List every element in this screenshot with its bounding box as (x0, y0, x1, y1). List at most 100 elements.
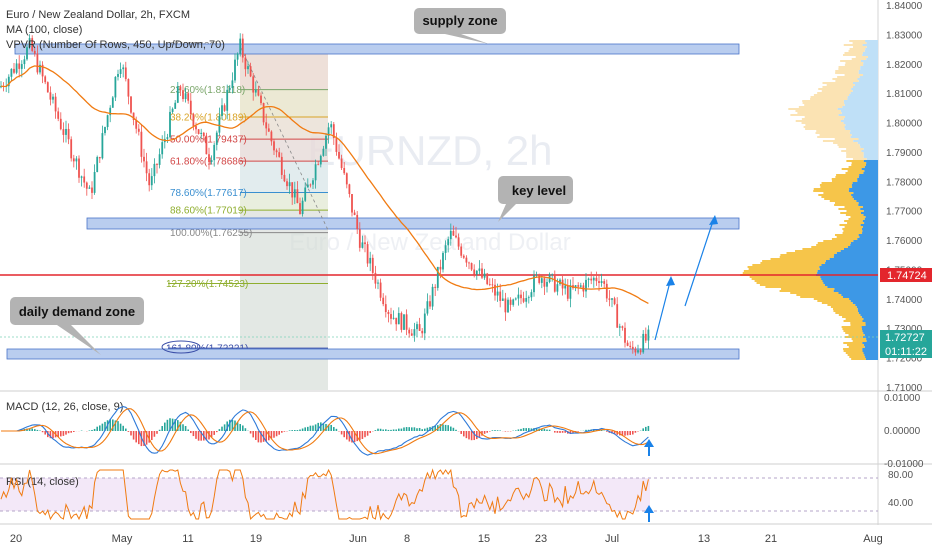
macd-bar (315, 424, 317, 431)
candle-body (546, 282, 548, 287)
legend-symbol: Euro / New Zealand Dollar, 2h, FXCM (6, 9, 190, 21)
macd-bar (466, 431, 468, 438)
vpvr-bar-down (859, 202, 878, 204)
candle-body (141, 132, 143, 157)
vpvr-bar-down (860, 144, 878, 146)
macd-title: MACD (12, 26, close, 9) (6, 401, 123, 413)
candle-body (50, 92, 52, 99)
vpvr-bar-up (846, 160, 863, 162)
fib-band (240, 193, 328, 211)
last-price-text: 1.72727 (885, 332, 925, 344)
vpvr-bar-down (854, 198, 878, 200)
macd-tick-top: 0.01000 (884, 393, 921, 404)
candle-body (219, 116, 221, 133)
vpvr-bar-down (841, 120, 878, 122)
candle-body (627, 343, 629, 346)
candle-body (515, 298, 517, 299)
vpvr-bar-down (838, 292, 878, 294)
macd-bar (221, 427, 223, 431)
vpvr-bar-up (827, 84, 855, 86)
candle-body (616, 304, 618, 328)
macd-bar (635, 431, 637, 433)
fib-level-label: 38.20%(1.80189) (170, 112, 247, 123)
vpvr-bar-down (853, 240, 878, 242)
vpvr-bar-up (788, 108, 837, 110)
candle-body (580, 285, 582, 286)
vpvr-bar-up (853, 158, 867, 160)
vpvr-bar-down (845, 104, 878, 106)
vpvr-bar-down (841, 294, 878, 296)
vpvr-bar-up (762, 260, 826, 262)
candle-body (107, 115, 109, 127)
macd-bar (390, 430, 392, 431)
macd-bar (557, 431, 559, 433)
candle-body (185, 93, 187, 99)
vpvr-bar-down (857, 180, 878, 182)
macd-bar (276, 431, 278, 436)
candle-body (24, 59, 26, 64)
vpvr-bar-up (845, 74, 863, 76)
candle-body (174, 103, 176, 109)
macd-bar (359, 431, 361, 440)
vpvr-bar-down (844, 122, 878, 124)
macd-bar (185, 426, 187, 431)
candle-body (122, 67, 124, 69)
vpvr-bar-down (859, 70, 878, 72)
candle-body (63, 129, 65, 135)
vpvr-bar-down (853, 90, 878, 92)
macd-bar (130, 431, 132, 435)
price-tick: 1.79000 (886, 148, 923, 159)
candle-body (268, 128, 270, 131)
candle-body (57, 111, 59, 118)
vpvr-bar-up (760, 262, 825, 264)
candle-body (421, 331, 423, 333)
vpvr-bar-up (850, 322, 865, 324)
vpvr-bar-up (845, 62, 863, 64)
vpvr-bar-down (841, 250, 878, 252)
vpvr-bar-up (832, 180, 857, 182)
vpvr-bar-up (840, 60, 861, 62)
vpvr-bar-up (841, 150, 861, 152)
vpvr-bar-down (853, 196, 878, 198)
vpvr-bar-up (835, 202, 859, 204)
candle-body (284, 175, 286, 181)
vpvr-bar-down (859, 72, 878, 74)
macd-bar (385, 429, 387, 431)
candle-body (577, 285, 579, 287)
key-level-box[interactable] (87, 218, 739, 229)
vpvr-bar-up (799, 106, 843, 108)
vpvr-bar-down (865, 346, 878, 348)
candle-body (242, 39, 244, 58)
vpvr-bar-up (842, 326, 862, 328)
vpvr-bar-up (780, 290, 834, 292)
vpvr-bar-down (853, 182, 878, 184)
candle-body (635, 349, 637, 353)
vpvr-bar-up (835, 72, 859, 74)
time-label: 20 (10, 533, 22, 545)
price-tick: 1.77000 (886, 207, 923, 218)
vpvr-bar-up (802, 100, 844, 102)
candle-body (276, 150, 278, 152)
macd-bar (549, 430, 551, 431)
rsi-tick-40: 40.00 (888, 498, 913, 509)
macd-bar (302, 428, 304, 431)
candle-body (544, 278, 546, 286)
vpvr-bar-up (816, 244, 850, 246)
vpvr-bar-up (748, 266, 820, 268)
demand-zone-box[interactable] (7, 349, 739, 359)
vpvr-bar-up (805, 116, 845, 118)
vpvr-bar-up (765, 286, 827, 288)
macd-bar (60, 431, 62, 436)
candle-body (125, 67, 127, 79)
candle-body (229, 88, 231, 90)
vpvr-bar-down (852, 184, 878, 186)
vpvr-bar-up (811, 246, 848, 248)
candle-body (551, 274, 553, 275)
candle-body (531, 292, 533, 297)
vpvr-bar-down (862, 230, 878, 232)
candle-body (382, 298, 384, 304)
vpvr-bar-down (845, 128, 878, 130)
vpvr-bar-up (842, 228, 862, 230)
vpvr-bar-down (860, 66, 878, 68)
